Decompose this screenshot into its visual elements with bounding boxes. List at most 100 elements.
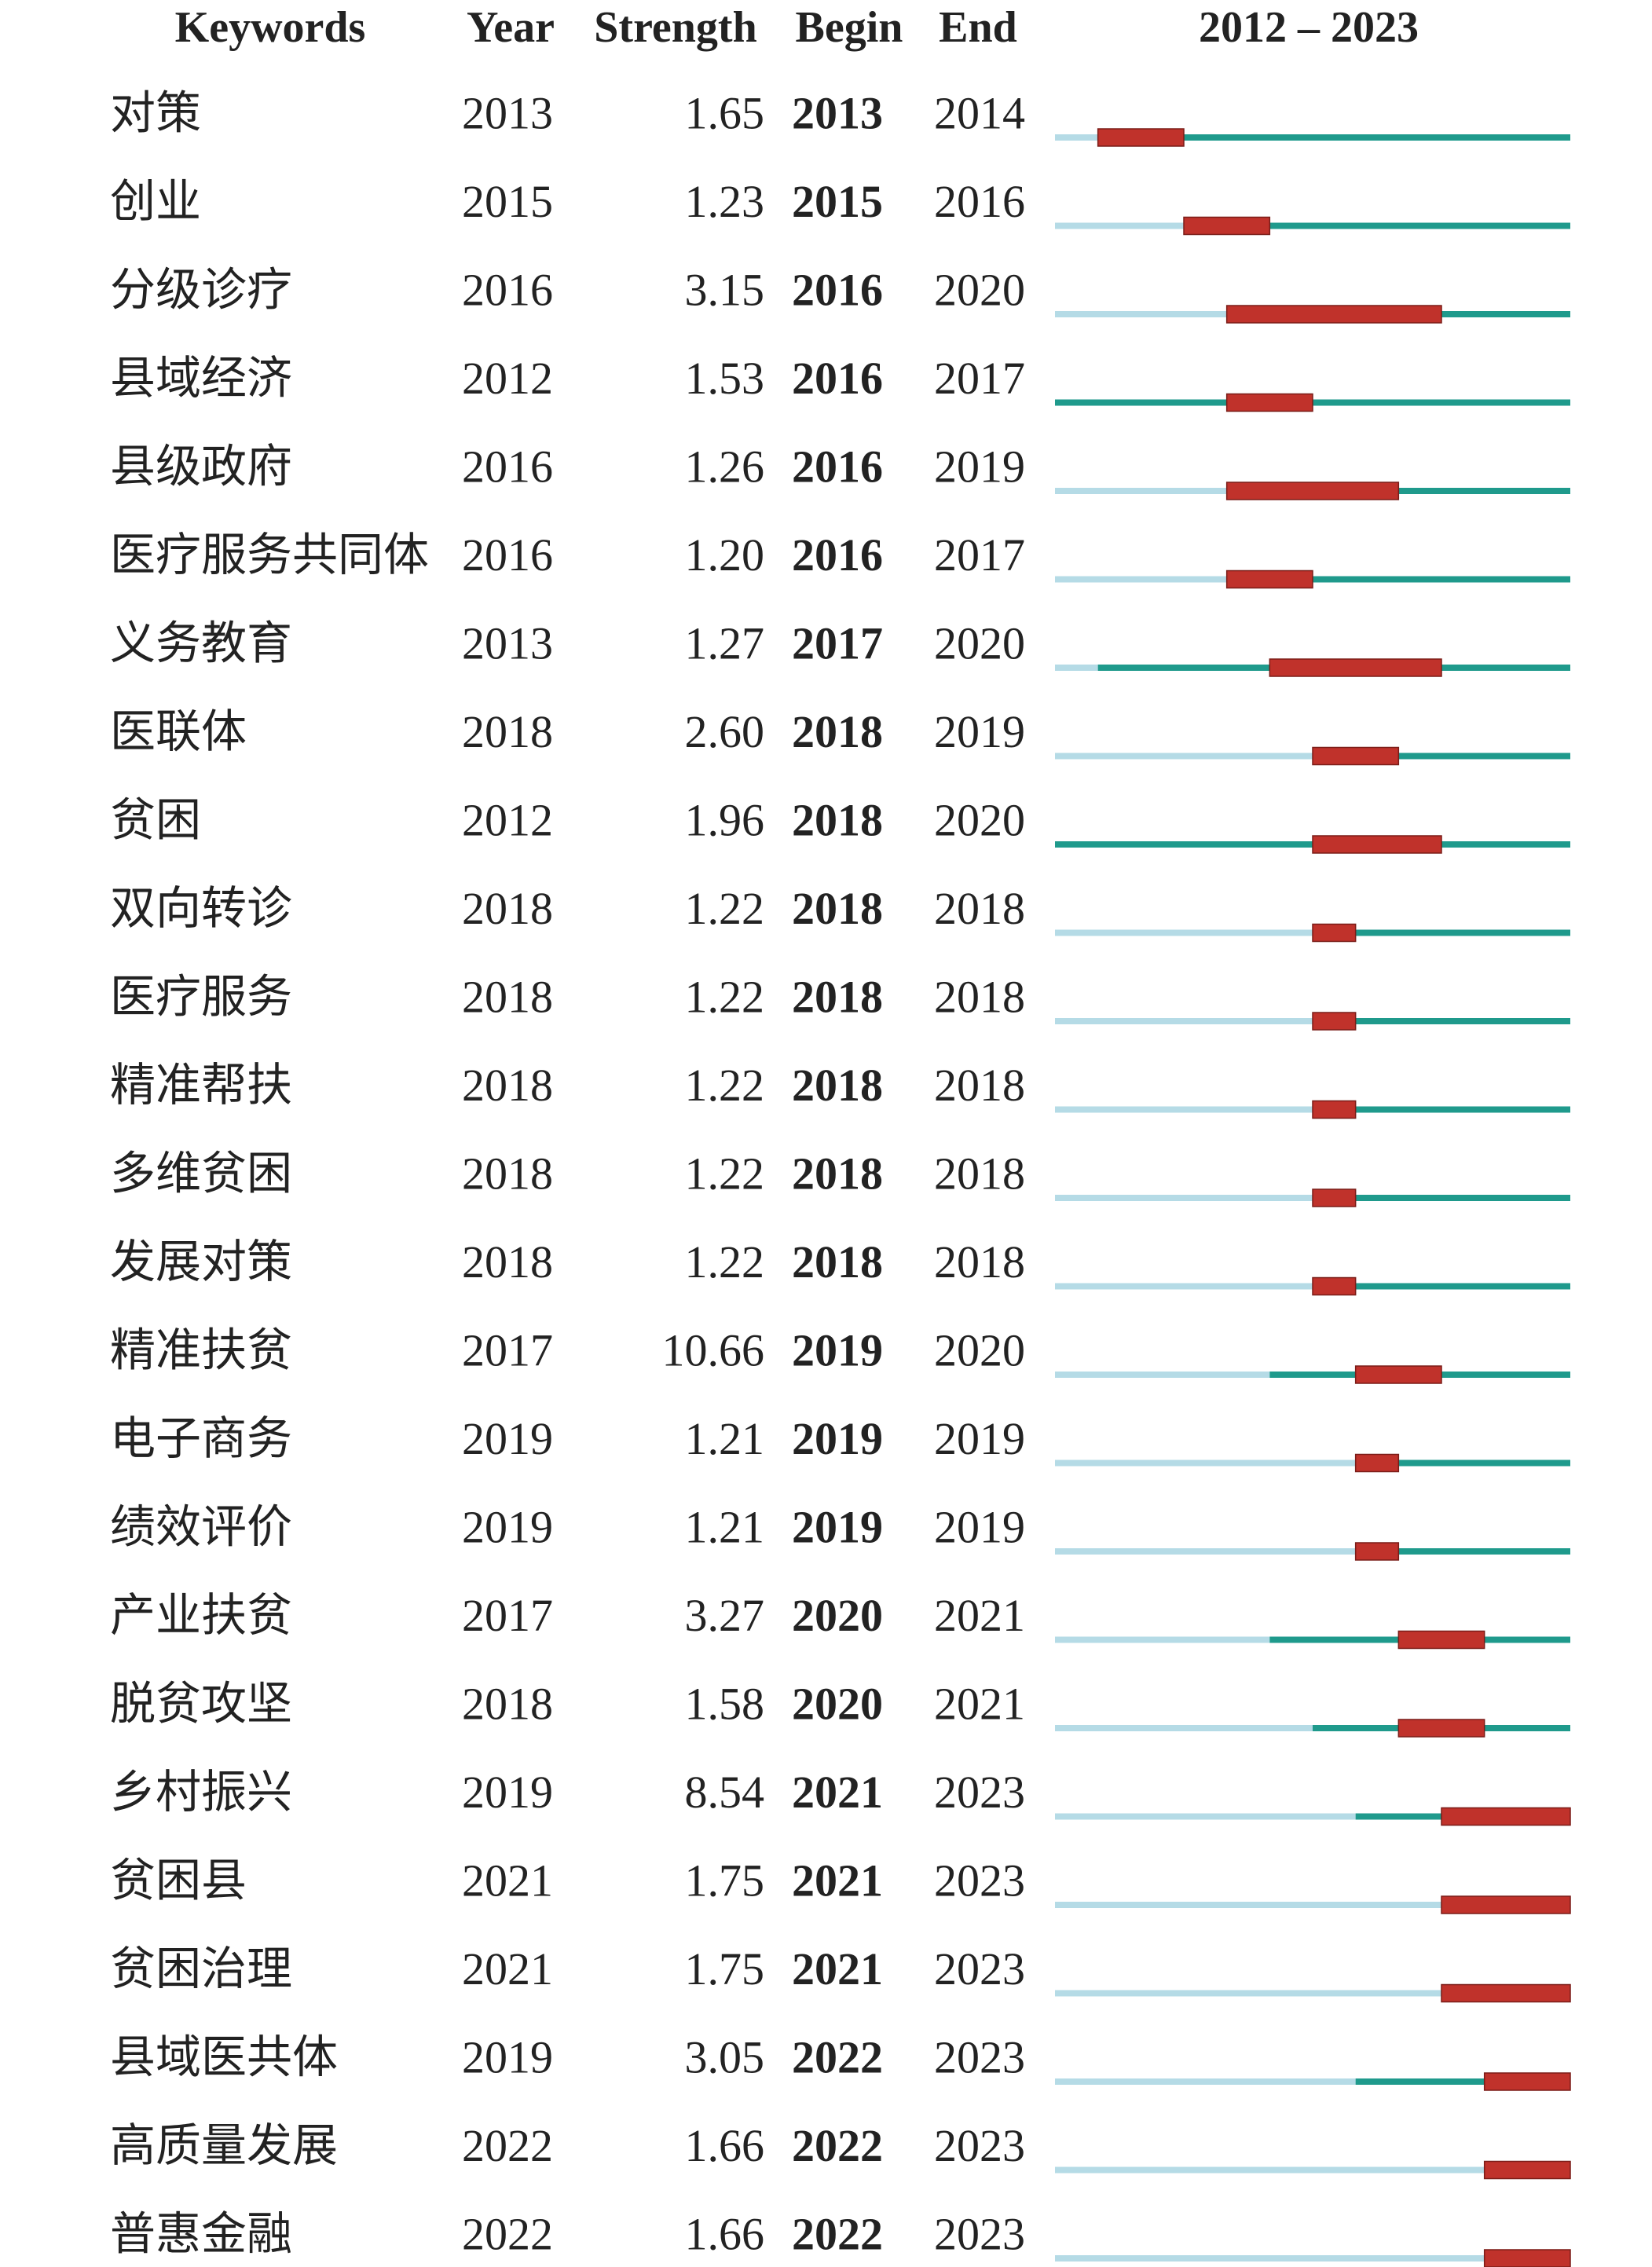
- strength: 1.21: [685, 1501, 765, 1552]
- strength: 1.22: [685, 1236, 765, 1287]
- post-burst: [1184, 134, 1570, 141]
- strength: 3.15: [685, 264, 765, 315]
- keyword: 县域医共体: [110, 2031, 338, 2082]
- strength: 1.75: [685, 1943, 765, 1994]
- end: 2018: [934, 1236, 1025, 1287]
- pre-period: [1055, 1990, 1441, 1997]
- keyword: 双向转诊: [110, 883, 292, 934]
- column-header: Begin: [796, 3, 903, 52]
- pre-period: [1055, 1195, 1313, 1201]
- year: 2022: [462, 2208, 553, 2259]
- burst: [1483, 2160, 1571, 2180]
- begin: 2018: [792, 1236, 883, 1287]
- active-period: [1313, 1725, 1399, 1731]
- column-header: Year: [467, 3, 555, 52]
- end: 2020: [934, 264, 1025, 315]
- active-period: [1055, 399, 1227, 406]
- pre-period: [1055, 2078, 1356, 2085]
- end: 2019: [934, 1413, 1025, 1464]
- begin: 2022: [792, 2208, 883, 2259]
- post-burst: [1313, 399, 1570, 406]
- end: 2014: [934, 87, 1025, 138]
- burst: [1312, 835, 1442, 854]
- pre-period: [1055, 2255, 1485, 2262]
- begin: 2018: [792, 1060, 883, 1111]
- strength: 1.53: [685, 353, 765, 404]
- year: 2016: [462, 441, 553, 492]
- pre-period: [1055, 753, 1313, 760]
- pre-period: [1055, 1636, 1270, 1643]
- begin: 2018: [792, 883, 883, 934]
- post-burst: [1484, 1725, 1570, 1731]
- end: 2020: [934, 794, 1025, 845]
- end: 2020: [934, 1324, 1025, 1375]
- pre-period: [1055, 1725, 1313, 1731]
- end: 2017: [934, 529, 1025, 580]
- end: 2018: [934, 971, 1025, 1022]
- year: 2018: [462, 971, 553, 1022]
- keyword: 贫困县: [110, 1855, 247, 1906]
- active-period: [1355, 2078, 1485, 2085]
- end: 2021: [934, 1590, 1025, 1641]
- strength: 1.66: [685, 2208, 765, 2259]
- keyword: 义务教育: [110, 617, 292, 668]
- end: 2023: [934, 1943, 1025, 1994]
- post-burst: [1313, 576, 1570, 583]
- keyword: 创业: [110, 176, 201, 227]
- strength: 1.66: [685, 2120, 765, 2171]
- post-burst: [1441, 665, 1570, 671]
- active-period: [1355, 1813, 1441, 1820]
- year: 2012: [462, 794, 553, 845]
- column-header: End: [939, 3, 1017, 52]
- burst: [1225, 482, 1400, 500]
- post-burst: [1398, 1548, 1570, 1555]
- keyword: 精准帮扶: [110, 1060, 292, 1111]
- burst: [1312, 1188, 1357, 1207]
- begin: 2018: [792, 971, 883, 1022]
- keyword: 医联体: [110, 706, 247, 757]
- year: 2013: [462, 87, 553, 138]
- active-period: [1269, 1636, 1399, 1643]
- strength: 3.05: [685, 2031, 765, 2082]
- pre-period: [1055, 1459, 1356, 1467]
- year: 2017: [462, 1324, 553, 1375]
- column-header: Strength: [594, 3, 756, 52]
- strength: 1.96: [685, 794, 765, 845]
- strength: 1.22: [685, 971, 765, 1022]
- post-burst: [1355, 1018, 1570, 1024]
- begin: 2019: [792, 1413, 883, 1464]
- keyword: 电子商务: [110, 1413, 292, 1464]
- keyword: 县域经济: [110, 353, 292, 404]
- strength: 1.22: [685, 1148, 765, 1199]
- active-period: [1269, 1372, 1356, 1378]
- strength: 10.66: [662, 1324, 765, 1375]
- post-burst: [1441, 841, 1570, 848]
- end: 2019: [934, 706, 1025, 757]
- end: 2018: [934, 883, 1025, 934]
- pre-period: [1055, 929, 1313, 936]
- year: 2018: [462, 706, 553, 757]
- post-burst: [1398, 753, 1570, 760]
- pre-period: [1055, 1283, 1313, 1290]
- keyword: 贫困: [110, 794, 201, 845]
- pre-period: [1055, 1813, 1356, 1820]
- year: 2018: [462, 1148, 553, 1199]
- burst: [1225, 393, 1313, 412]
- strength: 3.27: [685, 1590, 765, 1641]
- begin: 2020: [792, 1590, 883, 1641]
- year: 2019: [462, 1413, 553, 1464]
- burst: [1441, 1807, 1571, 1826]
- year: 2012: [462, 353, 553, 404]
- burst: [1483, 2249, 1571, 2267]
- keyword: 多维贫困: [110, 1148, 292, 1199]
- post-burst: [1355, 1195, 1570, 1201]
- strength: 1.58: [685, 1678, 765, 1729]
- begin: 2016: [792, 353, 883, 404]
- burst: [1312, 1012, 1357, 1031]
- post-burst: [1398, 1459, 1570, 1467]
- burst: [1312, 923, 1357, 943]
- burst: [1097, 128, 1185, 147]
- burst: [1312, 1100, 1357, 1119]
- end: 2023: [934, 2120, 1025, 2171]
